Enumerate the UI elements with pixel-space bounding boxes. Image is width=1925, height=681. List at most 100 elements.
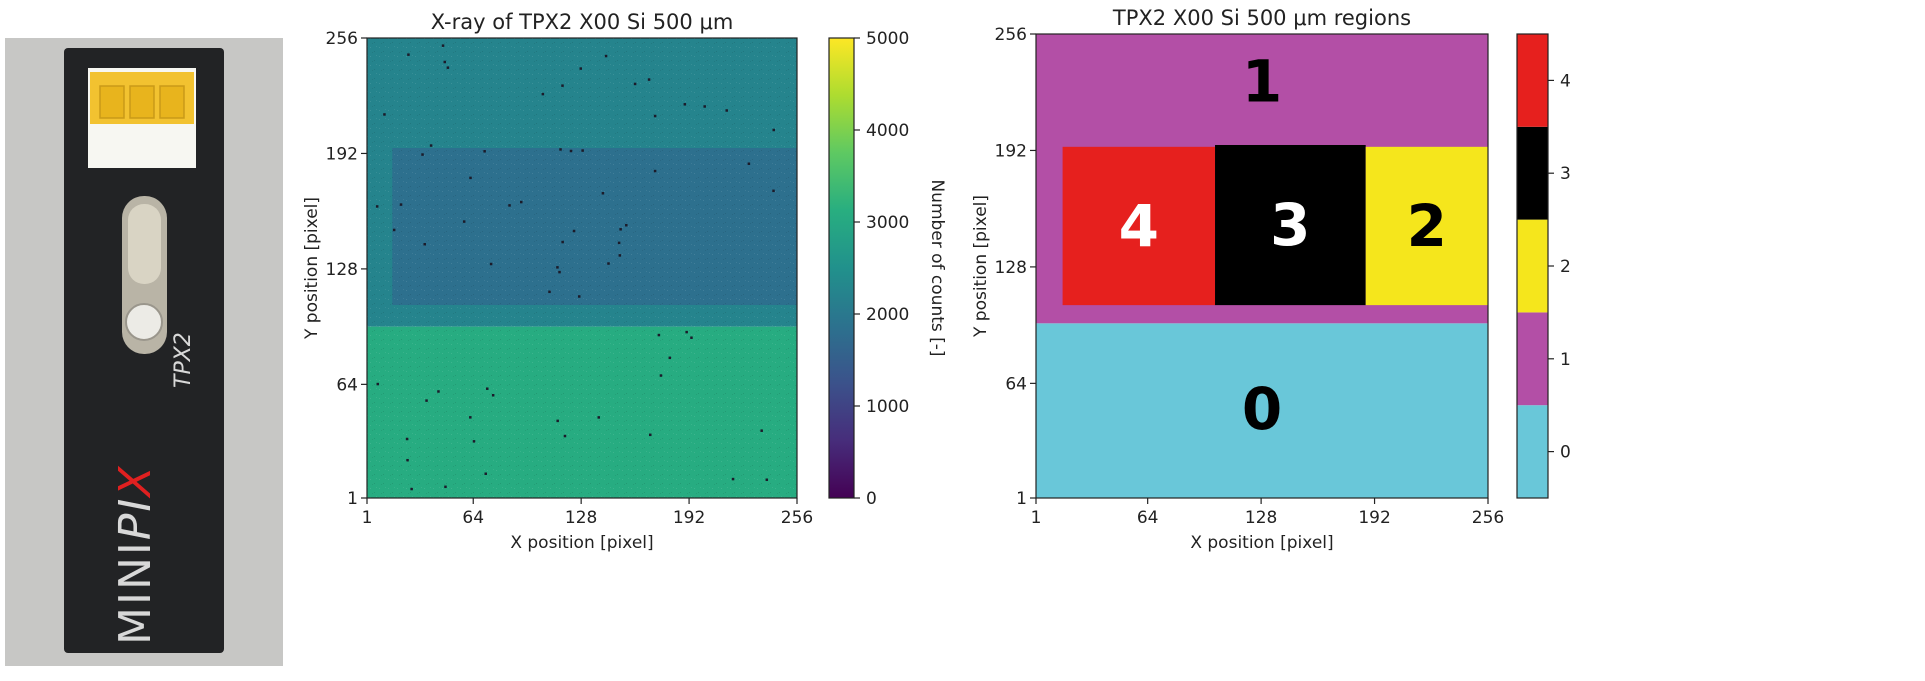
y-tick-label: 192 — [326, 144, 358, 164]
heatmap-noise — [367, 38, 797, 498]
y-tick-label: 1 — [1016, 489, 1027, 509]
dead-pixel — [472, 440, 476, 443]
x-tick-label: 64 — [462, 508, 484, 528]
colorbar — [828, 37, 855, 499]
dead-pixel — [548, 290, 551, 294]
region-label-0: 0 — [1242, 375, 1282, 443]
dead-pixel — [685, 330, 688, 334]
dead-pixel — [572, 229, 576, 233]
dead-pixel — [765, 478, 769, 482]
regions-chart: 0 1 4 3 2 1 64 128 192 256 1 64 128 192 256 TPX2 X00 Si… — [971, 6, 1571, 553]
dead-pixel — [541, 92, 545, 96]
x-tick-label: 192 — [673, 508, 705, 528]
dead-pixel — [483, 150, 486, 153]
dead-pixel — [556, 266, 559, 269]
dead-pixel — [690, 336, 693, 339]
chart-title: TPX2 X00 Si 500 μm regions — [1112, 6, 1411, 30]
x-axis-label: X position [pixel] — [510, 533, 653, 553]
colorbar-tick-label: 0 — [866, 489, 877, 509]
colorbar-tick-label: 4 — [1560, 71, 1571, 91]
y-tick-label: 64 — [1005, 374, 1027, 394]
usb-button — [125, 303, 163, 341]
dead-pixel — [617, 241, 621, 245]
dead-pixel — [405, 437, 409, 441]
dead-pixel — [376, 382, 380, 386]
dead-pixel — [392, 228, 396, 232]
colorbar-segment — [1517, 405, 1548, 498]
colorbar-tick-label: 2 — [1560, 257, 1571, 277]
device-label-x: X — [110, 466, 161, 499]
region-2 — [1365, 146, 1488, 306]
dead-pixel — [577, 295, 581, 298]
colorbar-tick-label: 1000 — [866, 397, 909, 417]
y-axis-label: Y position [pixel] — [302, 197, 322, 340]
dead-pixel — [556, 419, 559, 423]
y-tick-label: 256 — [995, 25, 1027, 45]
y-tick-label: 64 — [336, 375, 358, 395]
device-model-label: TPX2 — [171, 332, 196, 388]
x-tick-label: 1 — [362, 508, 373, 528]
dead-pixel — [484, 472, 487, 475]
dead-pixel — [399, 203, 403, 206]
dead-pixel — [469, 176, 472, 180]
dead-pixel — [618, 254, 622, 257]
dead-pixel — [520, 200, 523, 204]
x-tick-label: 128 — [565, 508, 597, 528]
x-axis-label: X position [pixel] — [1190, 533, 1333, 553]
colorbar-tick-label: 3000 — [866, 213, 909, 233]
colorbar-tick-label: 0 — [1560, 443, 1571, 463]
region-label-4: 4 — [1119, 192, 1159, 260]
x-tick-label: 256 — [1472, 508, 1504, 528]
colorbar-tick-label: 1 — [1560, 350, 1571, 370]
dead-pixel — [581, 149, 584, 152]
colorbar-segment — [1517, 312, 1548, 406]
dead-pixel — [607, 262, 610, 265]
dead-pixel — [563, 434, 567, 438]
region-label-3: 3 — [1270, 191, 1310, 259]
dead-pixel — [410, 487, 413, 491]
dead-pixel — [731, 477, 735, 481]
region-label-2: 2 — [1407, 192, 1447, 260]
y-tick-label: 192 — [995, 141, 1027, 161]
dead-pixel — [653, 114, 657, 118]
sensor-cell — [129, 85, 155, 119]
dead-pixel — [772, 128, 775, 132]
region-4 — [1062, 146, 1216, 306]
y-tick-label: 1 — [347, 489, 358, 509]
device-label: MINIPIX — [110, 466, 161, 645]
dead-pixel — [569, 149, 573, 153]
colorbar-segment — [1517, 126, 1548, 220]
region-3 — [1215, 144, 1366, 306]
colorbar-tick-label: 2000 — [866, 305, 909, 325]
dead-pixel — [561, 84, 564, 87]
dead-pixel — [423, 243, 426, 246]
dead-pixel — [657, 333, 661, 337]
dead-pixel — [469, 416, 472, 419]
colorbar-segment — [1517, 219, 1548, 313]
dead-pixel — [601, 192, 605, 195]
dead-pixel — [491, 394, 495, 397]
sensor-cell — [99, 85, 125, 119]
plot-frame — [1035, 33, 1489, 499]
y-tick-label: 128 — [995, 258, 1027, 278]
dead-pixel — [383, 113, 386, 116]
device-label-pi: PI — [110, 497, 161, 541]
dead-pixel — [647, 78, 651, 81]
dead-pixel — [703, 105, 706, 108]
xray-chart: 1 64 128 192 256 1 64 128 192 256 X-ray of TPX2 X0… — [302, 10, 947, 553]
dead-pixel — [558, 270, 561, 274]
dead-pixel — [437, 390, 440, 393]
dead-pixel — [421, 153, 424, 156]
x-tick-label: 192 — [1358, 508, 1390, 528]
dead-pixel — [444, 485, 447, 489]
dead-pixel — [561, 240, 564, 244]
y-tick-label: 256 — [326, 29, 358, 49]
colorbar-tick-label: 3 — [1560, 164, 1571, 184]
dead-pixel — [508, 204, 511, 207]
sensor-cell — [159, 85, 185, 119]
dead-pixel — [446, 66, 450, 69]
dead-pixel — [659, 374, 663, 377]
dead-pixel — [747, 162, 751, 165]
colorbar-label: Number of counts [-] — [927, 179, 947, 356]
